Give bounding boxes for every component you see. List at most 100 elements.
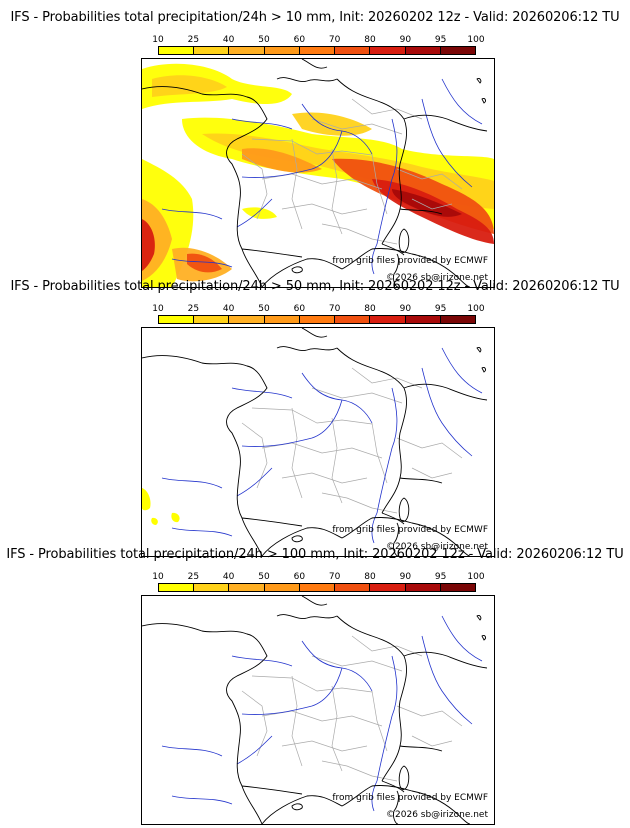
- country-border: [336, 347, 407, 514]
- country-border: [381, 243, 405, 256]
- colorbar-tick-label: 70: [328, 304, 341, 314]
- region-border: [291, 407, 303, 499]
- colorbar-segment: [440, 316, 475, 323]
- colorbar-segment: [299, 47, 336, 54]
- probability-map: from grib files provided by ECMWF ©2026 …: [141, 327, 495, 557]
- coastline: [398, 228, 410, 254]
- precip-contour: [292, 112, 372, 136]
- coastline: [261, 248, 471, 287]
- colorbar-segment: [370, 584, 406, 591]
- colorbar-segment: [264, 584, 300, 591]
- coastline: [261, 785, 471, 824]
- colorbar-segment: [405, 47, 441, 54]
- country-border: [381, 780, 405, 793]
- colorbar-tick-label: 50: [258, 572, 270, 582]
- panel-title: IFS - Probabilities total precipitation/…: [10, 10, 620, 25]
- colorbar: [158, 583, 476, 592]
- region-border: [411, 198, 453, 210]
- coastline: [291, 803, 303, 811]
- country-border: [399, 208, 443, 215]
- region-border: [261, 710, 383, 727]
- region-border: [281, 203, 368, 215]
- coastline: [393, 790, 399, 824]
- colorbar-segment: [299, 584, 336, 591]
- coastline: [301, 328, 328, 338]
- river: [301, 372, 373, 424]
- colorbar-segment: [264, 316, 300, 323]
- coastline: [291, 266, 303, 274]
- map-canvas: [142, 59, 494, 287]
- colorbar-tick-label: 10: [152, 572, 164, 582]
- country-border: [336, 78, 407, 245]
- river: [161, 208, 223, 220]
- colorbar-tick-label: 95: [434, 35, 447, 45]
- colorbar-segment: [405, 584, 441, 591]
- colorbar-ticks: 10 25 40 50 60 70 80 90 95 100: [152, 572, 484, 583]
- coastline: [393, 253, 399, 287]
- river: [236, 198, 273, 228]
- region-border: [351, 367, 423, 389]
- coastline: [393, 522, 399, 556]
- river: [441, 347, 483, 394]
- country-border: [381, 512, 405, 525]
- panel-title: IFS - Probabilities total precipitation/…: [6, 547, 624, 562]
- country-border: [241, 248, 303, 258]
- coastline: [276, 614, 338, 620]
- river: [231, 387, 293, 399]
- region-border: [311, 387, 403, 404]
- region-border: [411, 735, 453, 747]
- data-credit: from grib files provided by ECMWF: [332, 793, 488, 803]
- region-border: [396, 437, 463, 459]
- country-border: [336, 615, 407, 782]
- river: [241, 130, 343, 178]
- region-border: [251, 675, 373, 693]
- probability-map: from grib files provided by ECMWF ©2026 …: [141, 595, 495, 825]
- region-border: [321, 492, 398, 514]
- region-border: [261, 442, 383, 459]
- base-map: [142, 59, 488, 287]
- colorbar-segment: [194, 316, 230, 323]
- map-canvas: [142, 328, 488, 556]
- colorbar-tick-label: 25: [187, 572, 200, 582]
- region-border: [241, 690, 268, 757]
- river: [421, 635, 473, 725]
- coastline: [261, 517, 471, 556]
- colorbar-segment: [405, 316, 441, 323]
- forecast-panel-10mm: IFS - Probabilities total precipitation/…: [0, 10, 630, 288]
- region-border: [281, 472, 368, 484]
- river: [171, 795, 233, 805]
- colorbar-tick-label: 90: [399, 35, 412, 45]
- river: [376, 655, 398, 782]
- region-border: [396, 705, 463, 727]
- region-border: [311, 655, 403, 672]
- base-map: [142, 328, 488, 556]
- region-border: [291, 675, 303, 767]
- copyright-text: ©2026 sb@irizone.net: [386, 810, 488, 820]
- region-border: [321, 760, 398, 782]
- river: [241, 399, 343, 447]
- river: [231, 118, 293, 130]
- colorbar-tick-label: 100: [467, 35, 485, 45]
- colorbar-tick-label: 50: [258, 304, 270, 314]
- country-border: [403, 383, 488, 401]
- coastline: [476, 615, 482, 621]
- coastline: [142, 355, 268, 556]
- colorbar-segment: [159, 47, 195, 54]
- colorbar-segment: [264, 47, 300, 54]
- forecast-panel-50mm: IFS - Probabilities total precipitation/…: [0, 279, 630, 557]
- river: [171, 527, 233, 537]
- colorbar-tick-label: 100: [467, 572, 485, 582]
- colorbar-segment: [335, 47, 371, 54]
- river: [421, 367, 473, 457]
- colorbar-segment: [229, 584, 265, 591]
- country-border: [399, 745, 443, 752]
- colorbar-tick-label: 60: [293, 304, 306, 314]
- country-border: [403, 114, 488, 132]
- coastline: [481, 98, 486, 104]
- colorbar-tick-label: 40: [222, 35, 235, 45]
- river: [171, 258, 233, 268]
- colorbar-segment: [194, 584, 230, 591]
- colorbar-segment: [229, 316, 265, 323]
- colorbar-ticks: 10 25 40 50 60 70 80 90 95 100: [152, 304, 484, 315]
- coastline: [291, 535, 303, 543]
